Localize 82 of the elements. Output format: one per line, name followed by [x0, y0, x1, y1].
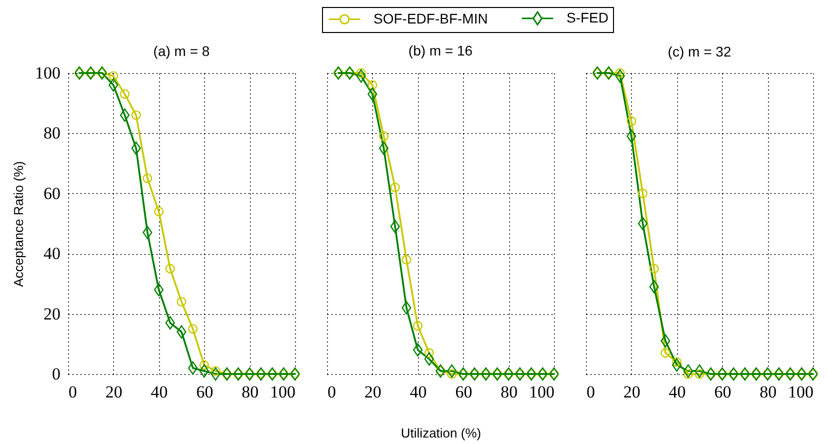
point: [154, 283, 164, 296]
x-tick-label: 20: [623, 382, 640, 402]
point: [683, 364, 693, 378]
point: [154, 206, 164, 216]
point: [165, 264, 175, 274]
chart-title: (b) m = 16: [408, 42, 473, 58]
x-tick-label: 0: [68, 382, 77, 402]
point: [356, 68, 366, 78]
point: [368, 80, 378, 90]
point: [165, 316, 175, 330]
point: [447, 364, 457, 378]
point: [142, 174, 152, 184]
chart-title: (a) m = 8: [153, 43, 210, 59]
point: [176, 296, 186, 307]
y-tick-label: 0: [52, 364, 60, 384]
y-tick-label: 100: [35, 64, 60, 82]
x-tick-label: 20: [364, 382, 382, 402]
x-tick-label: 100: [529, 382, 554, 402]
point: [615, 69, 625, 83]
point: [683, 369, 693, 379]
x-tick-label: 80: [242, 382, 259, 402]
x-tick-label: 40: [410, 382, 427, 402]
x-tick-label: 40: [668, 382, 686, 402]
point: [638, 188, 648, 198]
legend-label: SOF-EDF-BF-MIN: [374, 10, 488, 26]
point: [188, 324, 198, 334]
x-tick-label: 60: [455, 382, 472, 402]
point: [615, 68, 625, 78]
point: [672, 358, 682, 372]
x-tick-label: 60: [196, 382, 214, 402]
point: [649, 264, 659, 274]
chart-title: (c) m = 32: [668, 44, 732, 60]
point: [120, 89, 130, 99]
point: [694, 364, 704, 378]
point: [626, 130, 636, 143]
y-tick-label: 80: [44, 124, 60, 143]
x-tick-label: 100: [270, 382, 296, 402]
point: [424, 352, 434, 366]
point: [649, 280, 659, 294]
y-tick-label: 60: [44, 184, 60, 203]
point: [188, 361, 198, 375]
y-axis-title: Acceptance Ratio (%): [11, 161, 26, 287]
point: [378, 142, 389, 155]
x-tick-label: 80: [500, 382, 518, 402]
point: [378, 131, 389, 141]
x-tick-label: 0: [328, 382, 336, 402]
point: [694, 369, 704, 379]
point: [638, 216, 648, 230]
point: [199, 360, 209, 370]
y-tick-label: 40: [44, 244, 60, 264]
point: [626, 116, 636, 126]
y-tick-label: 20: [44, 304, 60, 324]
point: [424, 348, 434, 358]
point: [660, 334, 670, 348]
x-tick-label: 20: [105, 382, 122, 402]
point: [368, 87, 378, 101]
point: [199, 364, 209, 378]
point: [210, 366, 220, 376]
point: [176, 325, 186, 339]
legend-label: S-FED: [566, 9, 608, 26]
x-tick-label: 40: [150, 382, 168, 402]
x-tick-label: 60: [714, 382, 732, 402]
point: [356, 69, 366, 83]
point: [390, 182, 400, 192]
point: [108, 71, 118, 81]
point: [402, 254, 412, 264]
point: [131, 142, 141, 155]
point: [413, 321, 423, 331]
point: [108, 78, 118, 92]
point: [413, 343, 423, 357]
point: [660, 348, 670, 358]
point: [210, 367, 220, 381]
x-tick-label: 100: [788, 382, 814, 402]
point: [131, 110, 141, 120]
point: [402, 301, 412, 314]
point: [120, 108, 130, 122]
point: [390, 220, 400, 234]
x-axis-title: Utilization (%): [400, 426, 482, 440]
point: [142, 226, 152, 240]
x-tick-label: 0: [586, 382, 595, 402]
x-tick-label: 80: [760, 382, 777, 402]
point: [447, 369, 457, 379]
